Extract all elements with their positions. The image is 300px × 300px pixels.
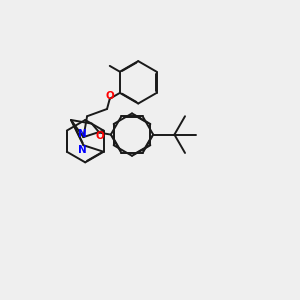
Text: N: N bbox=[78, 129, 86, 139]
Text: O: O bbox=[106, 92, 115, 101]
Text: O: O bbox=[95, 130, 104, 140]
Text: N: N bbox=[78, 145, 86, 154]
